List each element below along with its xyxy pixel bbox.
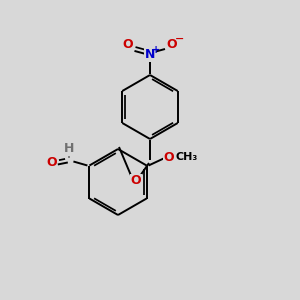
Text: O: O xyxy=(46,156,57,169)
Text: O: O xyxy=(163,151,174,164)
Text: +: + xyxy=(152,45,160,55)
Text: H: H xyxy=(64,142,75,155)
Text: O: O xyxy=(123,38,133,50)
Text: O: O xyxy=(167,38,177,50)
Text: O: O xyxy=(131,175,141,188)
Text: N: N xyxy=(145,49,155,62)
Text: −: − xyxy=(175,34,185,44)
Text: CH₃: CH₃ xyxy=(176,152,198,163)
